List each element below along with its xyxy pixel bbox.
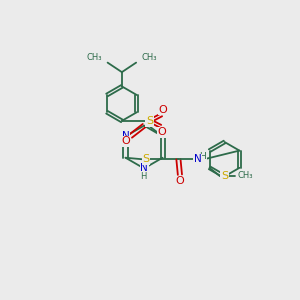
Text: S: S — [146, 116, 153, 126]
Text: S: S — [221, 171, 228, 181]
Text: S: S — [142, 154, 150, 164]
Text: CH₃: CH₃ — [238, 171, 253, 180]
Text: O: O — [158, 127, 166, 137]
Text: N: N — [194, 154, 202, 164]
Text: H: H — [140, 172, 147, 181]
Text: H: H — [200, 152, 206, 161]
Text: CH₃: CH₃ — [142, 53, 157, 62]
Text: O: O — [121, 136, 130, 146]
Text: N: N — [122, 131, 129, 141]
Text: O: O — [158, 105, 167, 115]
Text: O: O — [176, 176, 184, 186]
Text: N: N — [140, 164, 148, 173]
Text: CH₃: CH₃ — [87, 53, 102, 62]
